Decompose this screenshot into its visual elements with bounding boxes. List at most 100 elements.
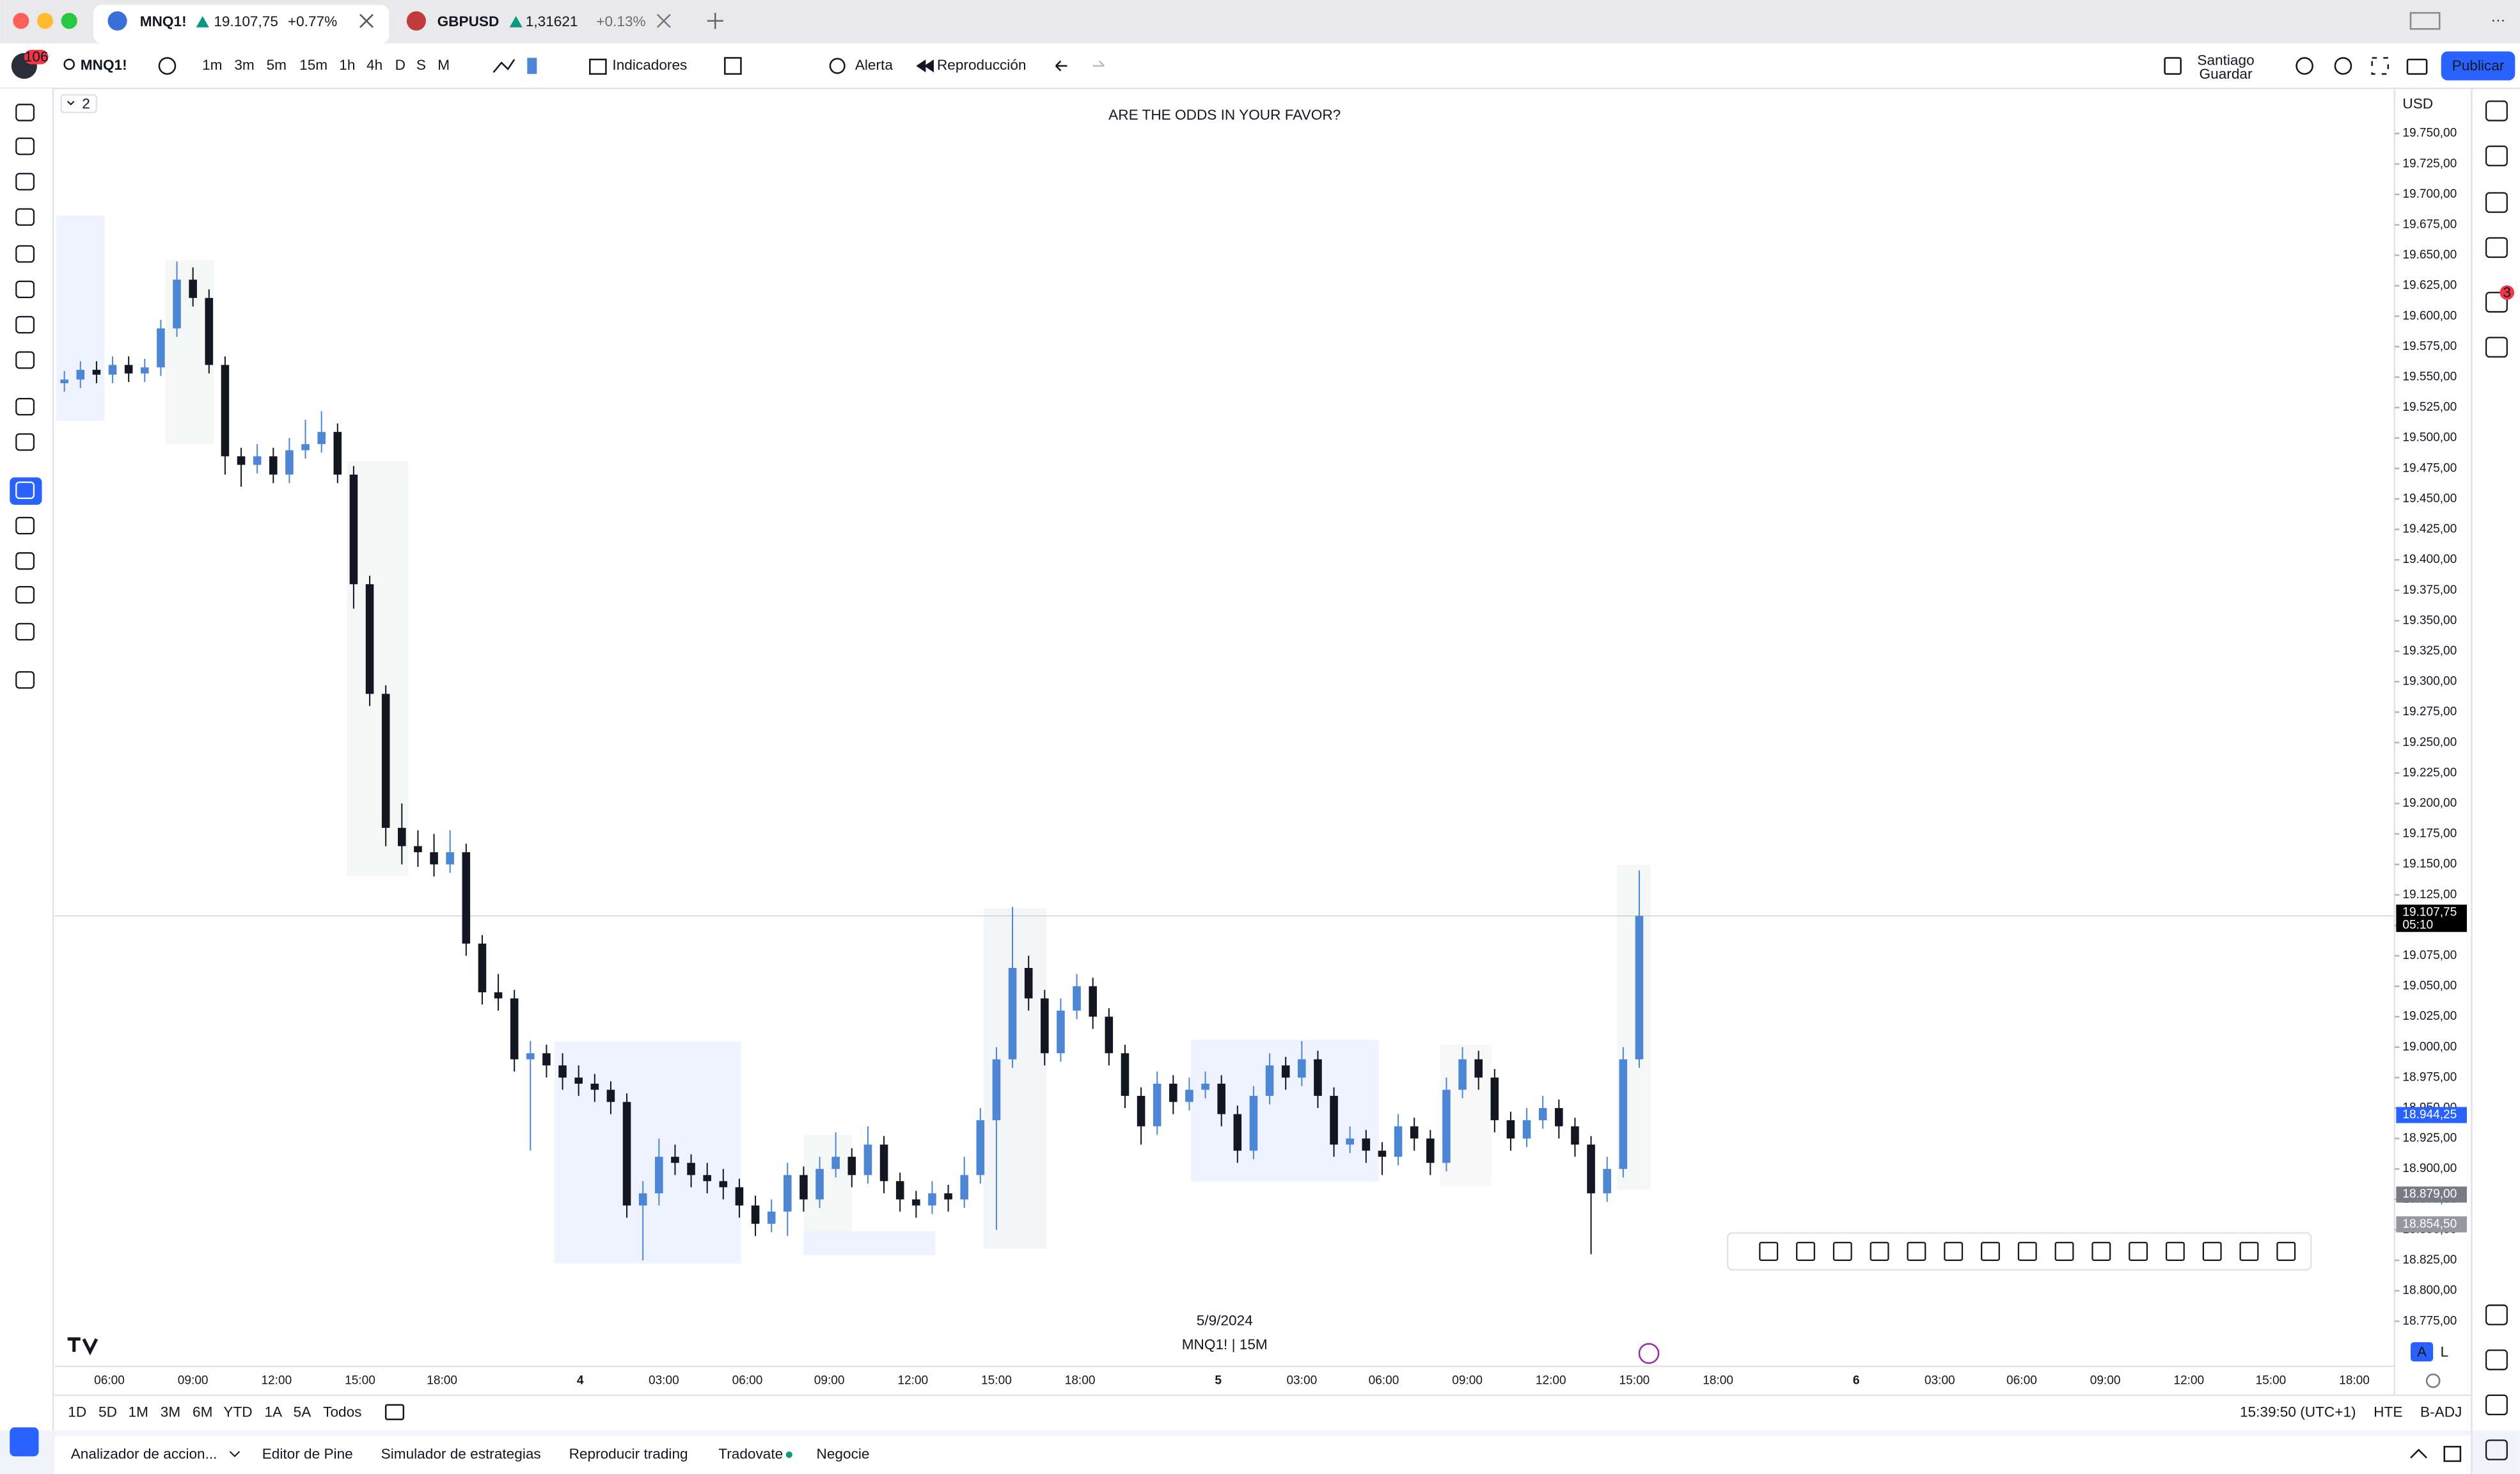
redo[interactable] xyxy=(1092,60,1105,67)
currency[interactable]: USD xyxy=(2402,95,2433,111)
range-button[interactable]: 5A xyxy=(294,1404,312,1420)
draw-tool[interactable] xyxy=(2276,1242,2296,1261)
panel-tab[interactable]: Editor de Pine xyxy=(262,1446,353,1462)
sidebar-icon[interactable] xyxy=(2485,1394,2508,1416)
adjustment[interactable]: B-ADJ xyxy=(2420,1404,2462,1420)
tab-close[interactable] xyxy=(359,13,374,28)
replay-button[interactable]: Reproducción xyxy=(937,57,1027,73)
auto-scale[interactable] xyxy=(2410,1342,2434,1362)
save-label[interactable]: Guardar xyxy=(2200,66,2253,82)
layout-toggle[interactable] xyxy=(2164,57,2182,75)
candle-type[interactable] xyxy=(527,58,537,74)
tool-icon[interactable] xyxy=(15,481,35,500)
sidebar-icon[interactable] xyxy=(2485,1349,2508,1370)
session[interactable]: HTE xyxy=(2374,1404,2402,1420)
draw-tool[interactable] xyxy=(1796,1242,1815,1261)
tool-icon[interactable] xyxy=(15,585,35,604)
range-button[interactable]: 6M xyxy=(193,1404,212,1420)
range-button[interactable]: 1M xyxy=(129,1404,148,1420)
range-button[interactable]: 5D xyxy=(98,1404,117,1420)
tool-icon[interactable] xyxy=(15,315,35,334)
minimize-button[interactable] xyxy=(36,13,54,29)
tool-icon[interactable] xyxy=(15,104,35,122)
new-tab[interactable] xyxy=(707,13,723,29)
tool-icon[interactable] xyxy=(15,208,35,226)
range-button[interactable]: YTD xyxy=(223,1404,252,1420)
symbol-search[interactable]: MNQ1! xyxy=(81,57,127,73)
chart-type[interactable] xyxy=(492,59,516,73)
panel-tab[interactable]: Analizador de accion... xyxy=(71,1446,217,1462)
event-marker[interactable] xyxy=(1638,1343,1660,1364)
draw-tool[interactable] xyxy=(2054,1242,2074,1261)
zoom-button[interactable] xyxy=(61,13,77,29)
active-tab[interactable] xyxy=(93,4,390,44)
draw-tool[interactable] xyxy=(2202,1242,2222,1261)
layout-name[interactable]: Santiago xyxy=(2197,52,2254,68)
interval-button[interactable]: 5m xyxy=(267,57,287,73)
collapse[interactable] xyxy=(2410,1448,2427,1459)
tool-icon[interactable] xyxy=(15,552,35,570)
sidebar-icon[interactable] xyxy=(2485,292,2508,313)
screenshot[interactable] xyxy=(2406,58,2428,75)
axis-settings[interactable] xyxy=(2425,1373,2441,1388)
publish-button[interactable] xyxy=(2441,51,2516,81)
sidebar-icon[interactable] xyxy=(2485,337,2508,358)
tool-icon[interactable] xyxy=(15,433,35,451)
range-button[interactable]: 1D xyxy=(68,1404,86,1420)
sidebar-icon[interactable] xyxy=(2485,100,2508,122)
window-icon[interactable] xyxy=(2409,12,2441,30)
range-button[interactable]: Todos xyxy=(323,1404,361,1420)
panel-tab[interactable]: Negocie xyxy=(817,1446,870,1462)
draw-tool[interactable] xyxy=(2017,1242,2037,1261)
tool-icon[interactable] xyxy=(15,671,35,689)
undo[interactable] xyxy=(1055,60,1067,72)
close-button[interactable] xyxy=(13,13,29,29)
scale-button[interactable]: L xyxy=(2440,1343,2448,1359)
sidebar-icon[interactable] xyxy=(2485,1439,2508,1461)
draw-tool[interactable] xyxy=(1907,1242,1926,1261)
panel-tab[interactable]: Tradovate xyxy=(718,1446,783,1462)
sidebar-icon[interactable] xyxy=(2485,145,2508,166)
interval-button[interactable]: S xyxy=(416,57,426,73)
tool-icon[interactable] xyxy=(15,622,35,641)
panel-tab[interactable]: Simulador de estrategias xyxy=(381,1446,541,1462)
interval-button[interactable]: 1h xyxy=(339,57,355,73)
panel-tab[interactable]: Reproducir trading xyxy=(569,1446,688,1462)
tool-icon[interactable] xyxy=(15,397,35,416)
indicators-button[interactable]: Indicadores xyxy=(612,57,687,73)
tool-icon[interactable] xyxy=(15,516,35,535)
alert-button[interactable]: Alerta xyxy=(855,57,893,73)
goto-date[interactable] xyxy=(384,1404,405,1420)
favorites[interactable] xyxy=(10,1427,39,1457)
sidebar-icon[interactable] xyxy=(2485,237,2508,258)
settings[interactable] xyxy=(2334,57,2352,75)
legend-toggle[interactable] xyxy=(60,93,98,114)
layouts-button[interactable] xyxy=(724,57,742,75)
more-icon[interactable]: ··· xyxy=(2491,12,2506,28)
tab-symbol[interactable]: GBPUSD xyxy=(437,13,500,29)
range-button[interactable]: 3M xyxy=(161,1404,180,1420)
draw-tool[interactable] xyxy=(1981,1242,2000,1261)
tool-icon[interactable] xyxy=(15,351,35,369)
draw-tool[interactable] xyxy=(2091,1242,2111,1261)
interval-button[interactable]: 15m xyxy=(299,57,327,73)
range-button[interactable]: 1A xyxy=(264,1404,283,1420)
sidebar-icon[interactable] xyxy=(2485,1304,2508,1326)
maximize[interactable] xyxy=(2443,1446,2462,1462)
tab-close[interactable] xyxy=(656,13,671,28)
draw-tool[interactable] xyxy=(2165,1242,2185,1261)
tool-icon[interactable] xyxy=(15,245,35,263)
tool-icon[interactable] xyxy=(15,280,35,298)
tool-icon[interactable] xyxy=(15,137,35,155)
draw-tool[interactable] xyxy=(1944,1242,1964,1261)
compare-button[interactable] xyxy=(158,57,177,75)
quick-search[interactable] xyxy=(2296,57,2313,75)
draw-tool[interactable] xyxy=(2239,1242,2259,1261)
interval-button[interactable]: D xyxy=(395,57,406,73)
draw-tool[interactable] xyxy=(2129,1242,2148,1261)
sidebar-icon[interactable] xyxy=(2485,192,2508,213)
draw-tool[interactable] xyxy=(1870,1242,1889,1261)
tool-icon[interactable] xyxy=(15,173,35,191)
search-icon[interactable] xyxy=(63,58,75,70)
interval-button[interactable]: M xyxy=(437,57,450,73)
